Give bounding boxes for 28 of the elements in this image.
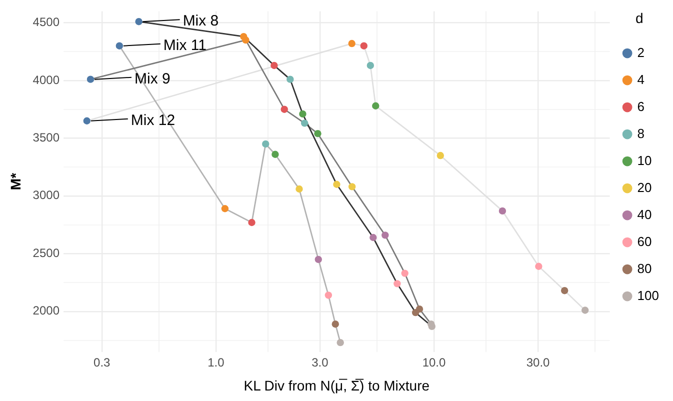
x-tick-label: 0.3 xyxy=(94,355,111,370)
legend-label: 80 xyxy=(637,260,652,276)
x-tick-label: 1.0 xyxy=(208,355,225,370)
series-label: Mix 8 xyxy=(182,12,219,30)
y-tick-label: 3000 xyxy=(32,188,60,202)
text: Mix 11 xyxy=(163,36,207,54)
legend-title: d xyxy=(636,10,644,26)
series-label: Mix 9 xyxy=(134,70,170,88)
y-tick-label: 3500 xyxy=(32,130,60,145)
legend-label: 100 xyxy=(637,288,660,303)
legend-label: 60 xyxy=(637,234,652,249)
legend-label: 10 xyxy=(637,152,652,168)
y-axis-title: M* xyxy=(7,172,24,190)
y-tick-label: 2000 xyxy=(32,304,60,318)
series-label: Mix 12 xyxy=(130,112,176,130)
y-tick-label: 4000 xyxy=(32,72,60,87)
x-tick-label: 3.0 xyxy=(312,355,329,370)
x-tick-label: 30.0 xyxy=(526,355,550,370)
x-tick-label: 10.0 xyxy=(422,355,446,370)
legend-label: 8 xyxy=(637,126,645,141)
legend-label: 2 xyxy=(637,44,645,60)
y-tick-label: 4500 xyxy=(32,15,60,30)
legend-label: 6 xyxy=(637,98,645,114)
legend-label: 20 xyxy=(637,180,652,195)
legend-label: 40 xyxy=(637,206,652,222)
legend-label: 4 xyxy=(637,72,645,87)
y-tick-label: 2500 xyxy=(32,246,60,260)
x-axis-title: KL Div from N(μ̅, Σ̅) to Mixture xyxy=(244,377,430,394)
